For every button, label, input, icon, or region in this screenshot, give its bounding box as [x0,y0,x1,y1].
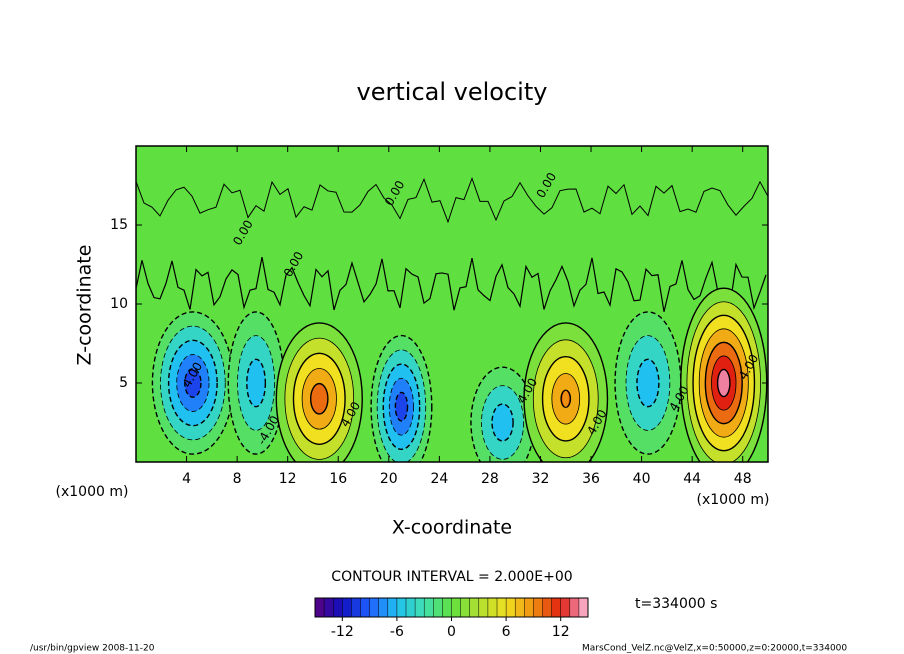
colorbar-cell [369,598,379,617]
colorbar-cell [424,598,434,617]
colorbar-cell [351,598,361,617]
x-tick-label: 12 [279,471,297,487]
extremum-core [499,414,506,431]
footer-left: /usr/bin/gpview 2008-11-20 [30,644,155,654]
footer-right: MarsCond_VelZ.nc@VelZ,x=0:50000,z=0:2000… [582,644,847,654]
x-tick-label: 8 [233,471,242,487]
colorbar-cell [560,598,571,617]
x-unit-label: (x1000 m) [697,492,770,508]
x-tick-label: 24 [430,471,448,487]
y-axis-label: Z-coordinate [74,245,96,366]
colorbar-cell [415,598,425,617]
y-tick-label: 15 [110,217,128,233]
extremum-core [562,390,569,407]
x-tick-label: 4 [182,471,191,487]
x-tick-label: 32 [532,471,550,487]
chart-title: vertical velocity [357,78,548,106]
colorbar-cell [469,598,480,617]
colorbar-cell [396,598,407,617]
colorbar-cell [478,598,489,617]
colorbar-cell [324,598,334,617]
x-tick-label: 44 [683,471,701,487]
x-tick-label: 20 [380,471,398,487]
colorbar-cell [524,598,534,617]
colorbar-cell [506,598,516,617]
colorbar-cell [315,598,325,617]
x-tick-label: 28 [481,471,499,487]
extremum-core [398,398,405,415]
colorbar-cell [578,598,589,617]
colorbar-cell [433,598,443,617]
extremum-core [644,375,651,391]
colorbar-cell [333,598,343,617]
colorbar-cell [542,598,552,617]
colorbar-cell [460,598,470,617]
extremum-core [253,375,260,391]
colorbar-cell [442,598,452,617]
colorbar-cell [378,598,389,617]
zero-contour [136,256,767,312]
zero-contour [136,176,768,224]
extremum-core [316,390,323,407]
colorbar-cell [451,598,461,617]
colorbar-cell [533,598,543,617]
colorbar-cell [406,598,416,617]
colorbar-cell [360,598,370,617]
y-unit-label: (x1000 m) [56,484,129,500]
colorbar-cell [515,598,525,617]
extremum-core [720,375,727,391]
field: 0.000.000.00 0.004.00-4.00 4.004.004.004.0… [136,146,768,462]
x-axis-label: X-coordinate [392,517,512,539]
colorbar-cell [569,598,580,617]
colorbar-tick-label: 6 [502,624,511,640]
time-label: t=334000 s [635,596,717,612]
colorbar-tick-label: 0 [447,624,456,640]
colorbar-cell [497,598,507,617]
colorbar-tick-label: -12 [331,624,354,640]
colorbar-cell [342,598,352,617]
colorbar-cell [387,598,398,617]
y-tick-label: 10 [110,296,128,312]
colorbar-tick-label: 12 [552,624,570,640]
colorbar-cell [487,598,498,617]
contour-interval: CONTOUR INTERVAL = 2.000E+00 [331,569,572,585]
x-tick-label: 40 [633,471,651,487]
x-tick-label: 48 [734,471,752,487]
extremum-core [189,375,196,391]
colorbar-tick-label: -6 [390,624,404,640]
x-tick-label: 36 [582,471,600,487]
x-tick-label: 16 [329,471,347,487]
y-tick-label: 5 [119,375,128,391]
colorbar-cell [551,598,561,617]
